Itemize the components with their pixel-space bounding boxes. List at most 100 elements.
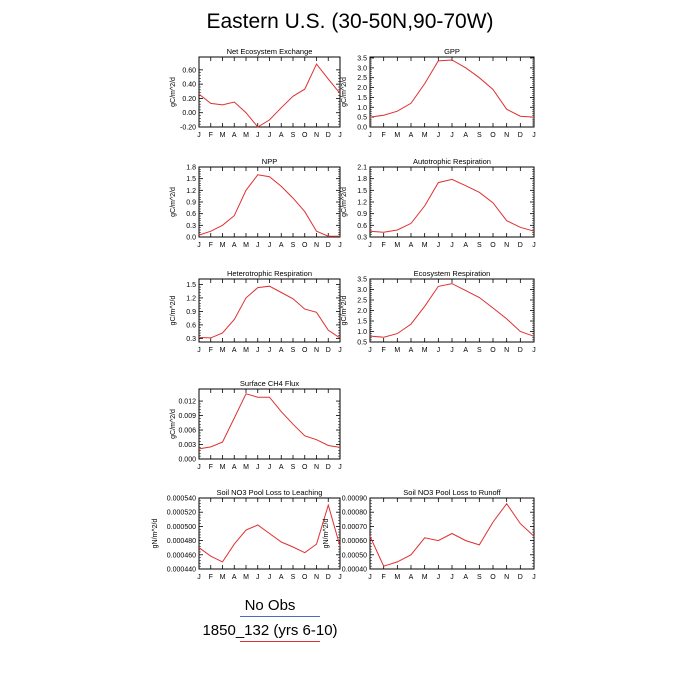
x-tick-label: N — [314, 347, 319, 354]
x-tick-label: M — [220, 132, 226, 139]
x-tick-label: J — [368, 132, 372, 139]
x-tick-label: J — [450, 242, 454, 249]
x-tick-label: S — [477, 242, 482, 249]
x-tick-label: A — [279, 464, 284, 471]
y-tick-label: 0.3 — [186, 223, 196, 230]
y-tick-label: 3.0 — [357, 65, 367, 72]
y-tick-label: 1.2 — [186, 188, 196, 195]
y-tick-label: 0.0 — [186, 235, 196, 242]
x-tick-label: M — [394, 242, 400, 249]
x-tick-label: M — [243, 464, 249, 471]
x-tick-label: J — [532, 242, 536, 249]
x-tick-label: A — [279, 242, 284, 249]
panel-title: GPP — [444, 47, 460, 56]
y-tick-label: 1.5 — [186, 282, 196, 289]
y-tick-label: 0.006 — [178, 428, 196, 435]
x-tick-label: A — [463, 574, 468, 581]
x-tick-label: J — [197, 464, 201, 471]
x-tick-label: N — [314, 132, 319, 139]
legend-label-model: 1850_132 (yrs 6-10) — [202, 622, 338, 639]
x-tick-label: J — [197, 132, 201, 139]
x-tick-label: D — [518, 132, 523, 139]
x-tick-label: S — [477, 347, 482, 354]
x-tick-label: M — [422, 242, 428, 249]
x-tick-label: J — [437, 242, 441, 249]
x-tick-label: A — [409, 242, 414, 249]
x-tick-label: S — [477, 574, 482, 581]
x-tick-label: J — [437, 574, 441, 581]
x-tick-label: O — [302, 347, 308, 354]
y-axis-label: gN/m^2/d — [152, 519, 159, 549]
plot-frame — [198, 278, 341, 343]
x-tick-label: O — [490, 574, 496, 581]
x-tick-label: J — [268, 132, 272, 139]
x-tick-label: F — [382, 132, 386, 139]
x-tick-label: J — [256, 574, 260, 581]
x-tick-label: J — [268, 347, 272, 354]
x-tick-label: J — [268, 464, 272, 471]
panel-title: NPP — [262, 157, 277, 166]
chart-soil-no3-pool-loss-to-runoff: Soil NO3 Pool Loss to Runoff gN/m^2/d 0.00… — [323, 488, 536, 581]
y-tick-label: 0.60 — [182, 67, 196, 74]
x-tick-label: O — [490, 242, 496, 249]
y-tick-label: 2.5 — [357, 298, 367, 305]
x-tick-label: J — [368, 574, 372, 581]
series-line — [198, 285, 341, 339]
y-tick-label: 1.8 — [186, 165, 196, 172]
y-tick-label: 0.0 — [357, 125, 367, 132]
x-tick-label: J — [338, 464, 342, 471]
x-tick-label: A — [279, 574, 284, 581]
x-tick-label: M — [243, 574, 249, 581]
series-line — [369, 59, 535, 118]
x-tick-label: A — [232, 574, 237, 581]
chart-gpp: GPP gC/m^2/d 0.0 0.5 1.0 1.5 2.0 2.5 3.0 3.5 J F M A M… — [341, 47, 536, 139]
x-tick-label: M — [243, 347, 249, 354]
x-tick-label: N — [314, 464, 319, 471]
x-tick-label: A — [232, 242, 237, 249]
y-tick-label: 0.000500 — [167, 524, 196, 531]
x-tick-label: J — [532, 574, 536, 581]
y-tick-label: 3.5 — [357, 277, 367, 284]
x-tick-label: D — [326, 347, 331, 354]
x-tick-label: D — [518, 574, 523, 581]
x-tick-label: J — [437, 132, 441, 139]
x-tick-label: J — [368, 347, 372, 354]
x-tick-label: F — [209, 242, 213, 249]
x-tick-label: F — [209, 347, 213, 354]
x-tick-label: J — [532, 347, 536, 354]
y-tick-label: 0.6 — [357, 223, 367, 230]
x-tick-label: S — [291, 464, 296, 471]
x-tick-label: O — [490, 132, 496, 139]
x-tick-label: M — [220, 347, 226, 354]
x-tick-label: N — [314, 242, 319, 249]
y-tick-label: 0.00 — [182, 110, 196, 117]
x-tick-label: A — [279, 132, 284, 139]
y-axis-label: gC/m^2/d — [170, 296, 177, 326]
x-tick-label: F — [209, 574, 213, 581]
x-tick-label: J — [450, 132, 454, 139]
chart-ecosystem-respiration: Ecosystem Respiration gC/m^2/d 0.5 1.0 1.5 2.… — [341, 269, 536, 354]
chart-surface-ch4-flux: Surface CH4 Flux gC/m^2/d 0.000 0.003 0.006 0… — [170, 379, 342, 471]
x-tick-label: A — [232, 464, 237, 471]
y-tick-label: 1.0 — [357, 329, 367, 336]
y-axis-label: gC/m^2/d — [170, 187, 177, 217]
y-tick-label: 0.00040 — [342, 567, 367, 574]
y-tick-label: 0.9 — [186, 309, 196, 316]
x-tick-label: M — [220, 574, 226, 581]
x-tick-label: M — [220, 242, 226, 249]
y-axis-label: gC/m^2/d — [170, 409, 177, 439]
y-tick-label: 0.012 — [178, 399, 196, 406]
y-tick-label: 3.5 — [357, 55, 367, 62]
x-tick-label: J — [532, 132, 536, 139]
y-tick-label: 1.5 — [357, 95, 367, 102]
y-tick-label: 1.5 — [357, 319, 367, 326]
y-axis-label: gC/m^2/d — [170, 77, 177, 107]
x-tick-label: A — [279, 347, 284, 354]
panel-title: Ecosystem Respiration — [414, 269, 491, 278]
x-tick-label: J — [256, 132, 260, 139]
y-tick-label: 1.2 — [357, 200, 367, 207]
y-tick-label: 1.0 — [357, 105, 367, 112]
legend-line-model — [240, 641, 320, 642]
